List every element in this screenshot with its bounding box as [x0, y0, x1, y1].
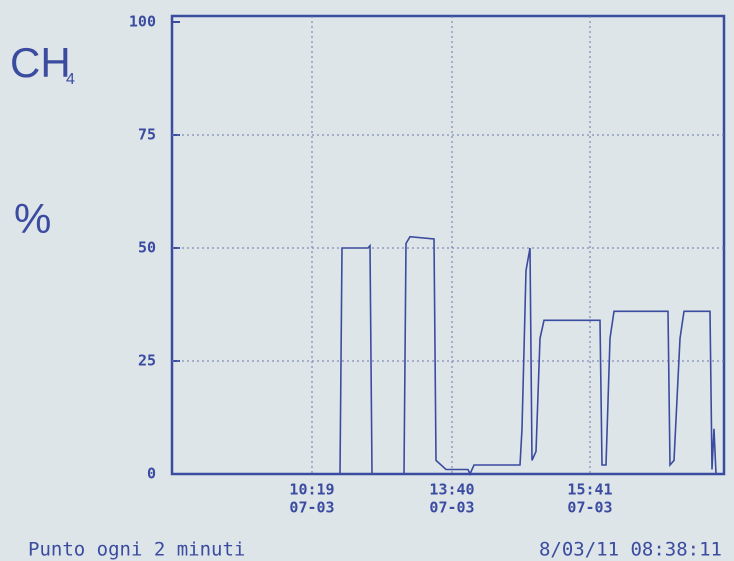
x-tick-label: 10:19	[289, 481, 334, 499]
screen: CH 4 % Punto ogni 2 minuti 8/03/11 08:38…	[0, 0, 734, 561]
x-tick-label: 13:40	[429, 481, 474, 499]
y-axis-unit: %	[14, 195, 51, 242]
x-tick-date: 07-03	[429, 499, 474, 517]
y-tick-label: 50	[138, 239, 156, 257]
background	[0, 0, 734, 561]
y-axis-label-subscript: 4	[66, 71, 75, 88]
footer-interval: Punto ogni 2 minuti	[28, 539, 245, 561]
x-tick-date: 07-03	[567, 499, 612, 517]
y-tick-label: 75	[138, 126, 156, 144]
y-tick-label: 100	[129, 13, 156, 31]
x-tick-label: 15:41	[567, 481, 612, 499]
y-tick-label: 25	[138, 352, 156, 370]
y-axis-label: CH	[10, 39, 71, 86]
footer-timestamp: 8/03/11 08:38:11	[539, 539, 722, 561]
y-tick-label: 0	[147, 465, 156, 483]
x-tick-date: 07-03	[289, 499, 334, 517]
